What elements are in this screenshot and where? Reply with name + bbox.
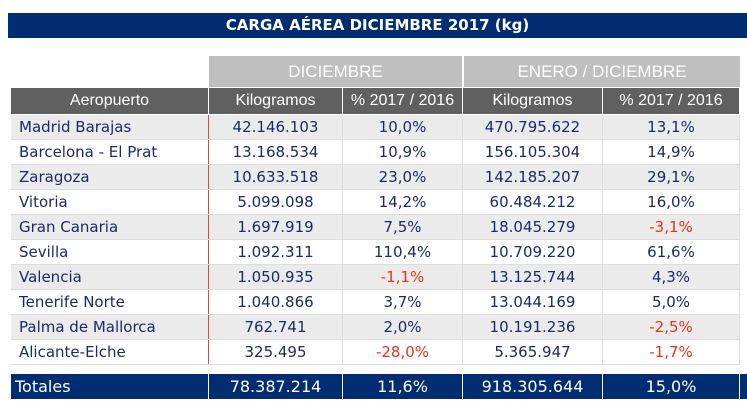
- table-cell: 10.191.236: [463, 315, 603, 339]
- table-cell: 13.044.169: [463, 290, 603, 314]
- table-cell: 13,1%: [603, 115, 740, 139]
- table-cell: 13.125.744: [463, 265, 603, 289]
- table-cell: 13.168.534: [209, 140, 343, 164]
- column-header: Kilogramos: [463, 88, 603, 114]
- table-cell: 470.795.622: [463, 115, 603, 139]
- table-cell: -1,7%: [603, 340, 740, 364]
- table-row: Palma de Mallorca 762.741 2,0% 10.191.236 -2…: [11, 315, 740, 340]
- table-cell: 142.185.207: [463, 165, 603, 189]
- airport-name: Sevilla: [11, 240, 209, 264]
- column-header: % 2017 / 2016: [343, 88, 463, 114]
- table-cell: 61,6%: [603, 240, 740, 264]
- table-row: Madrid Barajas 42.146.103 10,0% 470.795.622…: [11, 115, 740, 140]
- group-header-diciembre: DICIEMBRE: [209, 56, 462, 87]
- table-cell: 7,5%: [343, 215, 463, 239]
- airport-name: Vitoria: [11, 190, 209, 214]
- table-cell: 1.040.866: [209, 290, 343, 314]
- table-cell: 18.045.279: [463, 215, 603, 239]
- table-cell: 10.633.518: [209, 165, 343, 189]
- table-cell: 762.741: [209, 315, 343, 339]
- column-header: Kilogramos: [209, 88, 343, 114]
- totals-cell: 918.305.644: [463, 374, 603, 399]
- table-cell: 110,4%: [343, 240, 463, 264]
- column-header: % 2017 / 2016: [603, 88, 740, 114]
- table-row: Sevilla 1.092.311 110,4% 10.709.220 61,6%: [11, 240, 740, 265]
- airport-name: Zaragoza: [11, 165, 209, 189]
- table-cell: -28,0%: [343, 340, 463, 364]
- table-cell: -3,1%: [603, 215, 740, 239]
- table-cell: 14,9%: [603, 140, 740, 164]
- table-row: Vitoria 5.099.098 14,2% 60.484.212 16,0%: [11, 190, 740, 215]
- table-cell: 325.495: [209, 340, 343, 364]
- table-cell: 16,0%: [603, 190, 740, 214]
- table-row: Alicante-Elche 325.495 -28,0% 5.365.947 -1,7…: [11, 340, 740, 365]
- column-header: Aeropuerto: [11, 88, 209, 114]
- table-row: Tenerife Norte 1.040.866 3,7% 13.044.169 5,0…: [11, 290, 740, 315]
- table-title: CARGA AÉREA DICIEMBRE 2017 (kg): [8, 13, 747, 38]
- table-row: Barcelona - El Prat 13.168.534 10,9% 156.10…: [11, 140, 740, 165]
- table-row: Valencia 1.050.935 -1,1% 13.125.744 4,3%: [11, 265, 740, 290]
- airport-name: Gran Canaria: [11, 215, 209, 239]
- table-cell: 3,7%: [343, 290, 463, 314]
- table-cell: 2,0%: [343, 315, 463, 339]
- totals-cell: 78.387.214: [209, 374, 343, 399]
- airport-name: Madrid Barajas: [11, 115, 209, 139]
- airport-name: Tenerife Norte: [11, 290, 209, 314]
- totals-cell: 15,0%: [603, 374, 740, 399]
- table-cell: 156.105.304: [463, 140, 603, 164]
- airport-name: Barcelona - El Prat: [11, 140, 209, 164]
- totals-label: Totales: [11, 374, 209, 399]
- totals-row: Totales 78.387.214 11,6% 918.305.644 15,0%: [11, 374, 747, 399]
- table-row: Gran Canaria 1.697.919 7,5% 18.045.279 -3,1%: [11, 215, 740, 240]
- airport-name: Palma de Mallorca: [11, 315, 209, 339]
- table-cell: 10,0%: [343, 115, 463, 139]
- totals-cell: 11,6%: [343, 374, 463, 399]
- table-cell: 4,3%: [603, 265, 740, 289]
- airport-name: Valencia: [11, 265, 209, 289]
- table-cell: 29,1%: [603, 165, 740, 189]
- table-cell: 1.697.919: [209, 215, 343, 239]
- table-cell: 1.050.935: [209, 265, 343, 289]
- table-cell: 60.484.212: [463, 190, 603, 214]
- table-cell: 5,0%: [603, 290, 740, 314]
- table-cell: -1,1%: [343, 265, 463, 289]
- table-cell: 10,9%: [343, 140, 463, 164]
- table-cell: 14,2%: [343, 190, 463, 214]
- table-cell: 23,0%: [343, 165, 463, 189]
- table-cell: 10.709.220: [463, 240, 603, 264]
- table-cell: -2,5%: [603, 315, 740, 339]
- airport-name: Alicante-Elche: [11, 340, 209, 364]
- table-cell: 5.365.947: [463, 340, 603, 364]
- group-header-enero-diciembre: ENERO / DICIEMBRE: [464, 56, 740, 87]
- table-row: Zaragoza 10.633.518 23,0% 142.185.207 29,1%: [11, 165, 740, 190]
- table-cell: 1.092.311: [209, 240, 343, 264]
- table-cell: 42.146.103: [209, 115, 343, 139]
- table-cell: 5.099.098: [209, 190, 343, 214]
